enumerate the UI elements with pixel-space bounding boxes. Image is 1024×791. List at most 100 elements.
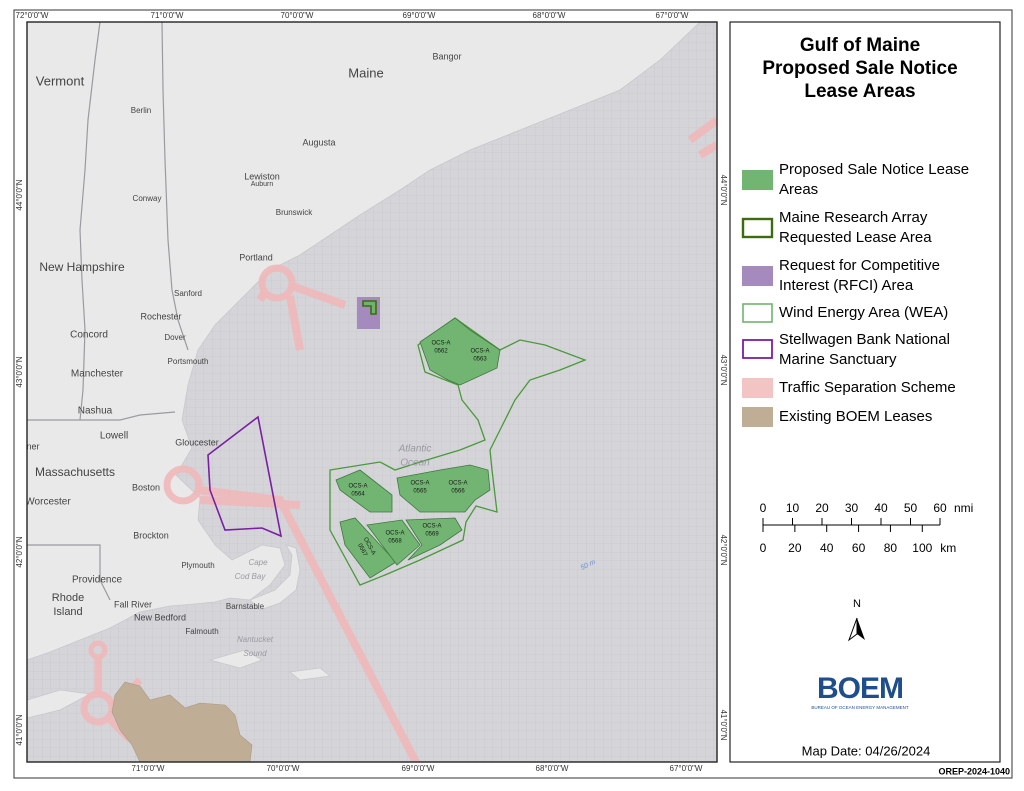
place-label: Berlin — [131, 106, 151, 115]
legend-item: Wind Energy Area (WEA) — [779, 304, 948, 321]
place-label: Gloucester — [175, 437, 219, 447]
latitude-label: 43°0'0"N — [15, 356, 24, 387]
place-label: Massachusetts — [35, 465, 115, 479]
swatch-sanctuary — [742, 339, 773, 359]
legend-item: Stellwagen Bank National — [779, 331, 950, 348]
legend-item: Interest (RFCI) Area — [779, 277, 914, 294]
lease-prefix: OCS-A — [410, 481, 429, 487]
scale-label: 50 — [904, 501, 918, 515]
lease-number: 0566 — [451, 489, 465, 495]
place-label: Lewiston — [244, 171, 280, 181]
scale-unit: nmi — [954, 501, 973, 515]
legend-title: Lease Areas — [804, 81, 915, 102]
lease-number: 0565 — [413, 489, 427, 495]
scale-label: 20 — [788, 541, 802, 555]
place-label: Concord — [70, 330, 108, 341]
longitude-label: 70°0'0"W — [281, 11, 314, 20]
place-label: Brockton — [133, 530, 169, 540]
latitude-label: 41°0'0"N — [15, 714, 24, 745]
lease-number: 0562 — [434, 349, 448, 355]
scale-label: 40 — [820, 541, 834, 555]
lease-prefix: OCS-A — [348, 484, 367, 490]
place-label: Manchester — [71, 369, 124, 380]
water-label: Cape — [248, 558, 268, 567]
lease-0569 — [405, 517, 463, 561]
lease-prefix: OCS-A — [470, 349, 489, 355]
document-id: OREP-2024-1040 — [938, 766, 1010, 776]
water-label: Sound — [243, 649, 267, 658]
lease-prefix: OCS-A — [422, 524, 441, 530]
place-label: Auburn — [251, 181, 274, 188]
map-labels: VermontMaineBangorBerlinAugustaLewistonA… — [27, 51, 597, 658]
lease-prefix: OCS-A — [431, 341, 450, 347]
tss-boston — [163, 465, 203, 505]
place-label: Plymouth — [181, 561, 214, 570]
scale-label: 20 — [815, 501, 829, 515]
lease-prefix: OCS-A — [385, 531, 404, 537]
scale-label: 0 — [760, 501, 767, 515]
legend-title: Gulf of Maine — [800, 35, 920, 56]
latitude-label: 44°0'0"N — [15, 179, 24, 210]
lease-areas — [335, 317, 501, 579]
place-label: Bangor — [432, 51, 461, 61]
lease-number: 0567 — [356, 543, 368, 558]
legend-item: Request for Competitive — [779, 257, 940, 274]
tss-boston-lanes — [198, 486, 421, 762]
place-label: Rhode — [52, 592, 84, 604]
map-frame — [26, 21, 718, 763]
place-label: Augusta — [302, 137, 335, 147]
swatch-wea — [742, 303, 773, 323]
north-label: N — [853, 598, 861, 610]
lease-prefix: OCS-A — [448, 481, 467, 487]
longitude-label: 67°0'0"W — [656, 11, 689, 20]
place-label: Lowell — [100, 431, 128, 442]
lease-0562-0563 — [419, 317, 501, 386]
place-label: Falmouth — [185, 627, 218, 636]
lease-0567 — [339, 517, 397, 579]
ma-north-border — [27, 411, 176, 421]
legend-item: Marine Sanctuary — [779, 351, 897, 368]
latitude-label: 41°0'0"N — [719, 709, 728, 740]
legend: N BOEM BUREAU OF OCEAN ENERGY MANAGEMENT… — [741, 35, 973, 758]
tss-portland-lanes — [256, 282, 347, 351]
scale-label: 0 — [760, 541, 767, 555]
place-label: Portland — [239, 252, 273, 262]
place-label: Dover — [164, 333, 186, 342]
existing-boem-leases — [111, 681, 253, 762]
scale-label: 60 — [933, 501, 947, 515]
research-array — [362, 300, 377, 315]
swatch-boem — [742, 407, 773, 427]
swatch-rfci — [742, 266, 773, 286]
longitude-label: 70°0'0"W — [267, 764, 300, 773]
stellwagen-sanctuary — [207, 415, 283, 538]
place-label: Portsmouth — [168, 357, 209, 366]
tss-east — [687, 116, 717, 159]
map-date: Map Date: 04/26/2024 — [802, 743, 931, 758]
place-label: Nashua — [78, 406, 113, 417]
nh-me-border — [161, 22, 189, 351]
water-label: Atlantic — [398, 444, 432, 455]
water-label: Cod Bay — [235, 572, 267, 581]
longitude-label: 69°0'0"W — [403, 11, 436, 20]
water-label: Nantucket — [237, 635, 274, 644]
place-label: Brunswick — [276, 208, 313, 217]
land — [27, 22, 701, 661]
legend-item: Maine Research Array — [779, 209, 928, 226]
legend-title: Proposed Sale Notice — [762, 58, 957, 79]
longitude-label: 71°0'0"W — [132, 764, 165, 773]
lease-number: 0568 — [388, 539, 402, 545]
cape-cod — [249, 544, 301, 611]
legend-item: Areas — [779, 181, 818, 198]
lease-0564 — [335, 469, 393, 513]
scale-label: 100 — [912, 541, 932, 555]
place-label: Sanford — [174, 289, 202, 298]
place-label: Boston — [132, 482, 160, 492]
latitude-label: 43°0'0"N — [719, 354, 728, 385]
longitude-label: 68°0'0"W — [533, 11, 566, 20]
place-label: Island — [53, 606, 82, 618]
latitude-label: 44°0'0"N — [719, 174, 728, 205]
north-arrow — [847, 617, 865, 642]
place-label: Vermont — [36, 73, 85, 88]
state-boundaries — [27, 22, 189, 601]
